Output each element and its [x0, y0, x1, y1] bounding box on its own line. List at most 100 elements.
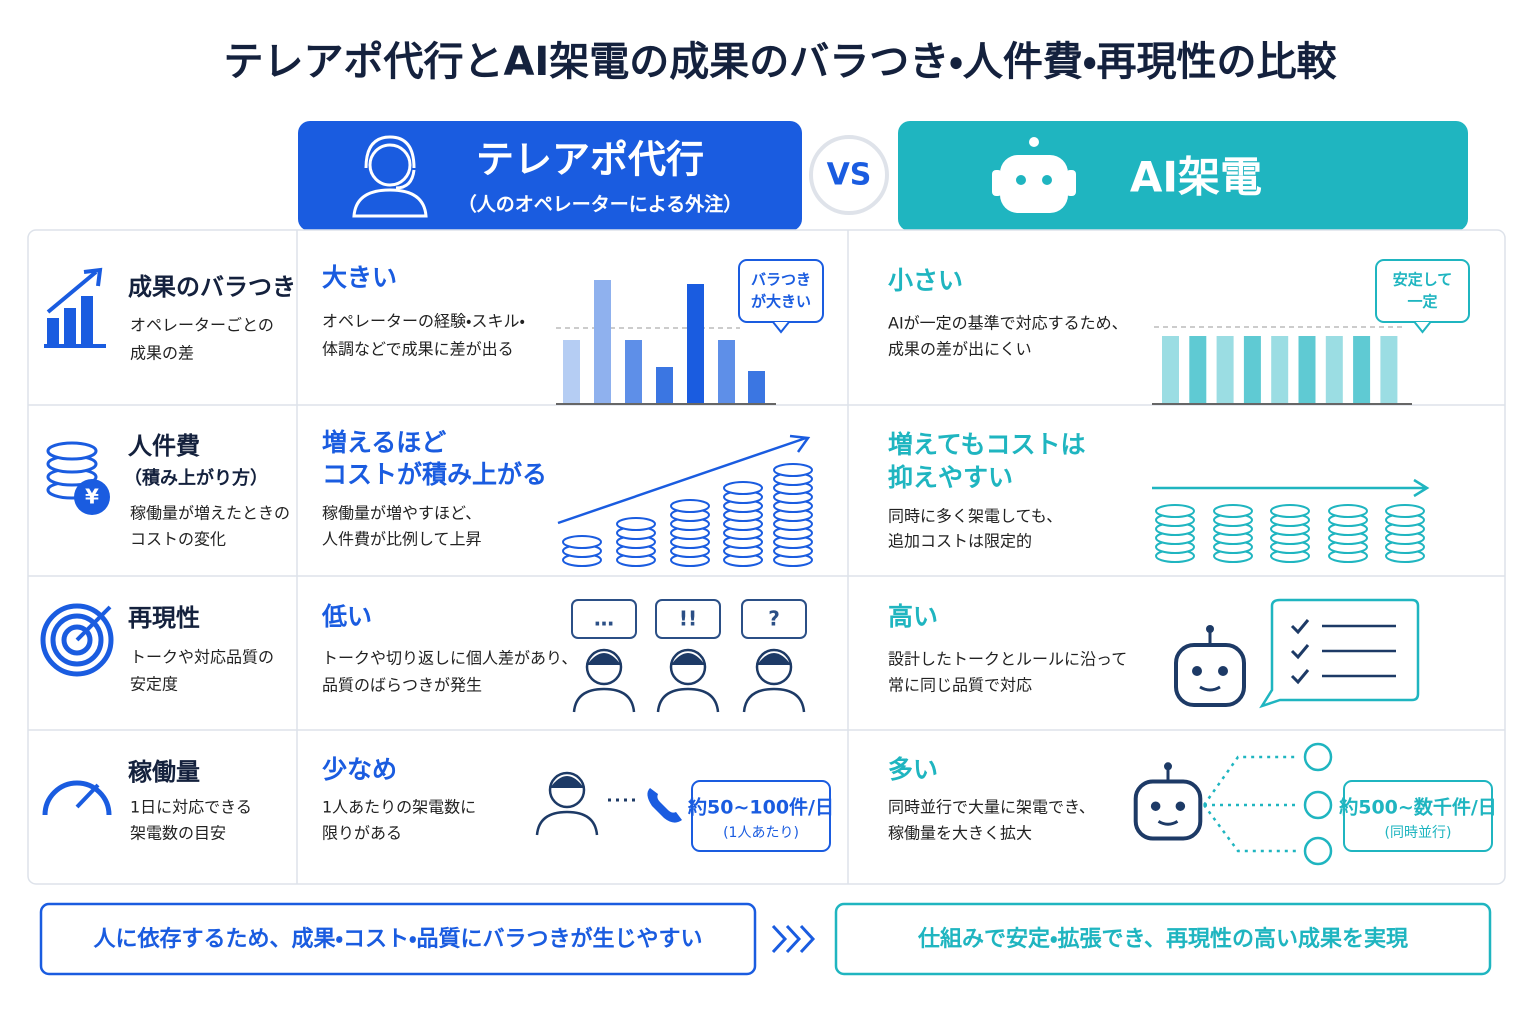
- right-text: 設計したトークとルールに沿って: [888, 650, 1127, 669]
- right-variation-illustration: [1152, 326, 1412, 405]
- coin: [773, 463, 813, 477]
- icon-target: [50, 613, 104, 667]
- icon-yen: [74, 479, 110, 515]
- icon-dart: [75, 605, 112, 642]
- left-text: 稼働量が増やすほど、: [322, 504, 481, 523]
- person-hair: [757, 653, 791, 665]
- phone: [647, 788, 682, 823]
- robot-antenna-tip: [1206, 625, 1214, 633]
- icon-bar: [47, 318, 59, 346]
- speech-bubble: [571, 599, 637, 639]
- robot-mouth: [1157, 820, 1179, 826]
- coin: [670, 499, 710, 513]
- person-body: [572, 687, 636, 713]
- icon-bar: [64, 308, 76, 346]
- row-description: 成果の差: [130, 344, 194, 363]
- icon-yen-sign: ¥: [85, 485, 99, 509]
- right-heading: 抑えやすい: [888, 463, 1013, 492]
- icon-target: [61, 624, 93, 656]
- robot-eye: [1218, 666, 1228, 676]
- dots: [1202, 804, 1296, 853]
- right-text: 常に同じ品質で対応: [888, 676, 1032, 695]
- row-description: オペレーターごとの: [130, 316, 274, 335]
- left-text: 1人あたりの架電数に: [322, 798, 476, 817]
- left-variation-illustration: [556, 280, 776, 405]
- antenna: [1029, 137, 1039, 147]
- illustration-bar: [1189, 336, 1207, 404]
- robot-eye: [1175, 801, 1186, 811]
- check: [1290, 644, 1310, 660]
- row-description: 1日に対応できる: [130, 798, 252, 817]
- badge-main: 約50~100件/日: [687, 796, 834, 819]
- chevrons: [771, 924, 816, 954]
- vs-circle: [809, 135, 889, 215]
- headset: [364, 135, 416, 190]
- person-hair: [550, 776, 584, 788]
- right-text: 成果の差が出にくい: [888, 340, 1032, 359]
- right-text: AIが一定の基準で対応するため、: [888, 314, 1128, 333]
- left-text: 人件費が比例して上昇: [322, 530, 482, 549]
- person-hair: [587, 653, 621, 665]
- dots: [1202, 755, 1296, 806]
- row-description: 稼働量が増えたときの: [130, 504, 290, 523]
- illustration-bar: [563, 340, 580, 404]
- left-heading: 少なめ: [322, 755, 397, 784]
- robot-head: [1133, 779, 1203, 841]
- icon-base: [44, 344, 106, 348]
- illustration-bar: [1298, 336, 1316, 404]
- callout-box: [1375, 259, 1470, 323]
- row-description: 架電数の目安: [130, 824, 226, 843]
- row-label: 稼働量: [128, 758, 200, 786]
- row-icons: ¥: [40, 267, 114, 816]
- bubble-text: !!: [679, 607, 697, 631]
- robot-icon: [992, 137, 1076, 213]
- person-head: [755, 648, 793, 686]
- right-heading: 高い: [888, 602, 938, 631]
- illustration-bar: [594, 280, 611, 404]
- icon-coin: [46, 441, 98, 461]
- phone-ring: [1303, 742, 1333, 772]
- left-text: トークや切り返しに個人差があり、: [322, 649, 577, 668]
- icon-bar: [81, 296, 93, 346]
- coin: [1155, 504, 1195, 518]
- cost-arrow: [557, 434, 811, 525]
- phone-ring: [1303, 836, 1333, 866]
- right-text: 同時並行で大量に架電でき、: [888, 798, 1095, 817]
- vs-label: VS: [827, 158, 872, 193]
- illustration-bar: [1325, 336, 1343, 404]
- robot-head: [1000, 155, 1068, 213]
- left-header-title: テレアポ代行: [476, 138, 704, 182]
- left-heading: 大きい: [322, 263, 397, 292]
- robot-mouth: [1199, 685, 1221, 692]
- illustration-bar: [1162, 336, 1179, 404]
- robot-head: [1174, 643, 1246, 707]
- left-heading: 低い: [321, 602, 372, 631]
- bubble-text: ?: [768, 607, 780, 631]
- coin: [562, 535, 602, 549]
- coin: [1270, 504, 1310, 518]
- row-description: トークや対応品質の: [130, 648, 274, 667]
- person-head: [548, 771, 586, 809]
- icon-arrow: [46, 267, 103, 314]
- left-text: 限りがある: [322, 824, 402, 843]
- row-label: 人件費: [127, 432, 200, 460]
- illustration-bar: [625, 340, 642, 404]
- footer-left-text: 人に依存するため、成果・コスト・品質にバラつきが生じやすい: [93, 926, 703, 952]
- person-body: [742, 687, 806, 713]
- title: テレアポ代行とAI架電の成果のバラつき・人件費・再現性の比較: [223, 39, 1337, 85]
- robot-eye: [1150, 801, 1161, 811]
- phone-ring: [1303, 790, 1333, 820]
- person-head: [585, 648, 623, 686]
- badge-main: 約500~数千件/日: [1338, 796, 1497, 819]
- checklist-bubble: [1259, 598, 1420, 709]
- right-text: 同時に多く架電しても、: [888, 507, 1062, 526]
- coin: [1385, 504, 1425, 518]
- head: [368, 143, 412, 187]
- illustration-bar: [1380, 336, 1398, 404]
- ear: [992, 170, 1002, 196]
- footer-left-box: [39, 902, 757, 976]
- left-heading: 増えるほど: [322, 428, 446, 457]
- badge-sub: (同時並行): [1385, 825, 1452, 841]
- person-head: [669, 648, 707, 686]
- left-heading: コストが積み上がる: [322, 460, 547, 489]
